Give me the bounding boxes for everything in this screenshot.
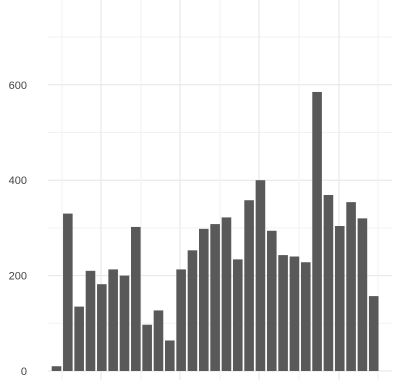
bar: [334, 225, 345, 371]
bar: [119, 275, 130, 371]
bar: [153, 310, 164, 371]
bar: [244, 200, 254, 371]
bar: [176, 269, 186, 371]
y-tick-label: 200: [9, 271, 27, 283]
bars: [51, 91, 379, 371]
y-tick-label: 400: [9, 175, 27, 187]
bar: [255, 180, 266, 371]
bar: [210, 224, 220, 371]
bar: [198, 228, 209, 371]
y-axis: 0 200 400 600: [9, 80, 27, 378]
bar: [63, 213, 73, 371]
bar: [346, 202, 356, 371]
bar: [131, 226, 141, 371]
bar: [289, 256, 300, 371]
bar: [74, 306, 84, 371]
bar: [278, 255, 288, 371]
bar: [312, 91, 322, 371]
bar: [221, 217, 232, 371]
bar: [232, 259, 243, 371]
bar: [165, 340, 175, 371]
bar: [108, 269, 118, 371]
bar: [51, 366, 62, 371]
bar: [357, 218, 368, 371]
bar: [142, 324, 152, 371]
y-tick-label: 0: [21, 366, 27, 378]
bar: [323, 194, 334, 371]
bar: [266, 230, 277, 371]
bar: [97, 284, 107, 371]
bar: [85, 270, 96, 371]
bar: [300, 262, 311, 371]
y-tick-label: 600: [9, 80, 27, 92]
bar: [368, 296, 379, 371]
bar: [187, 250, 198, 371]
